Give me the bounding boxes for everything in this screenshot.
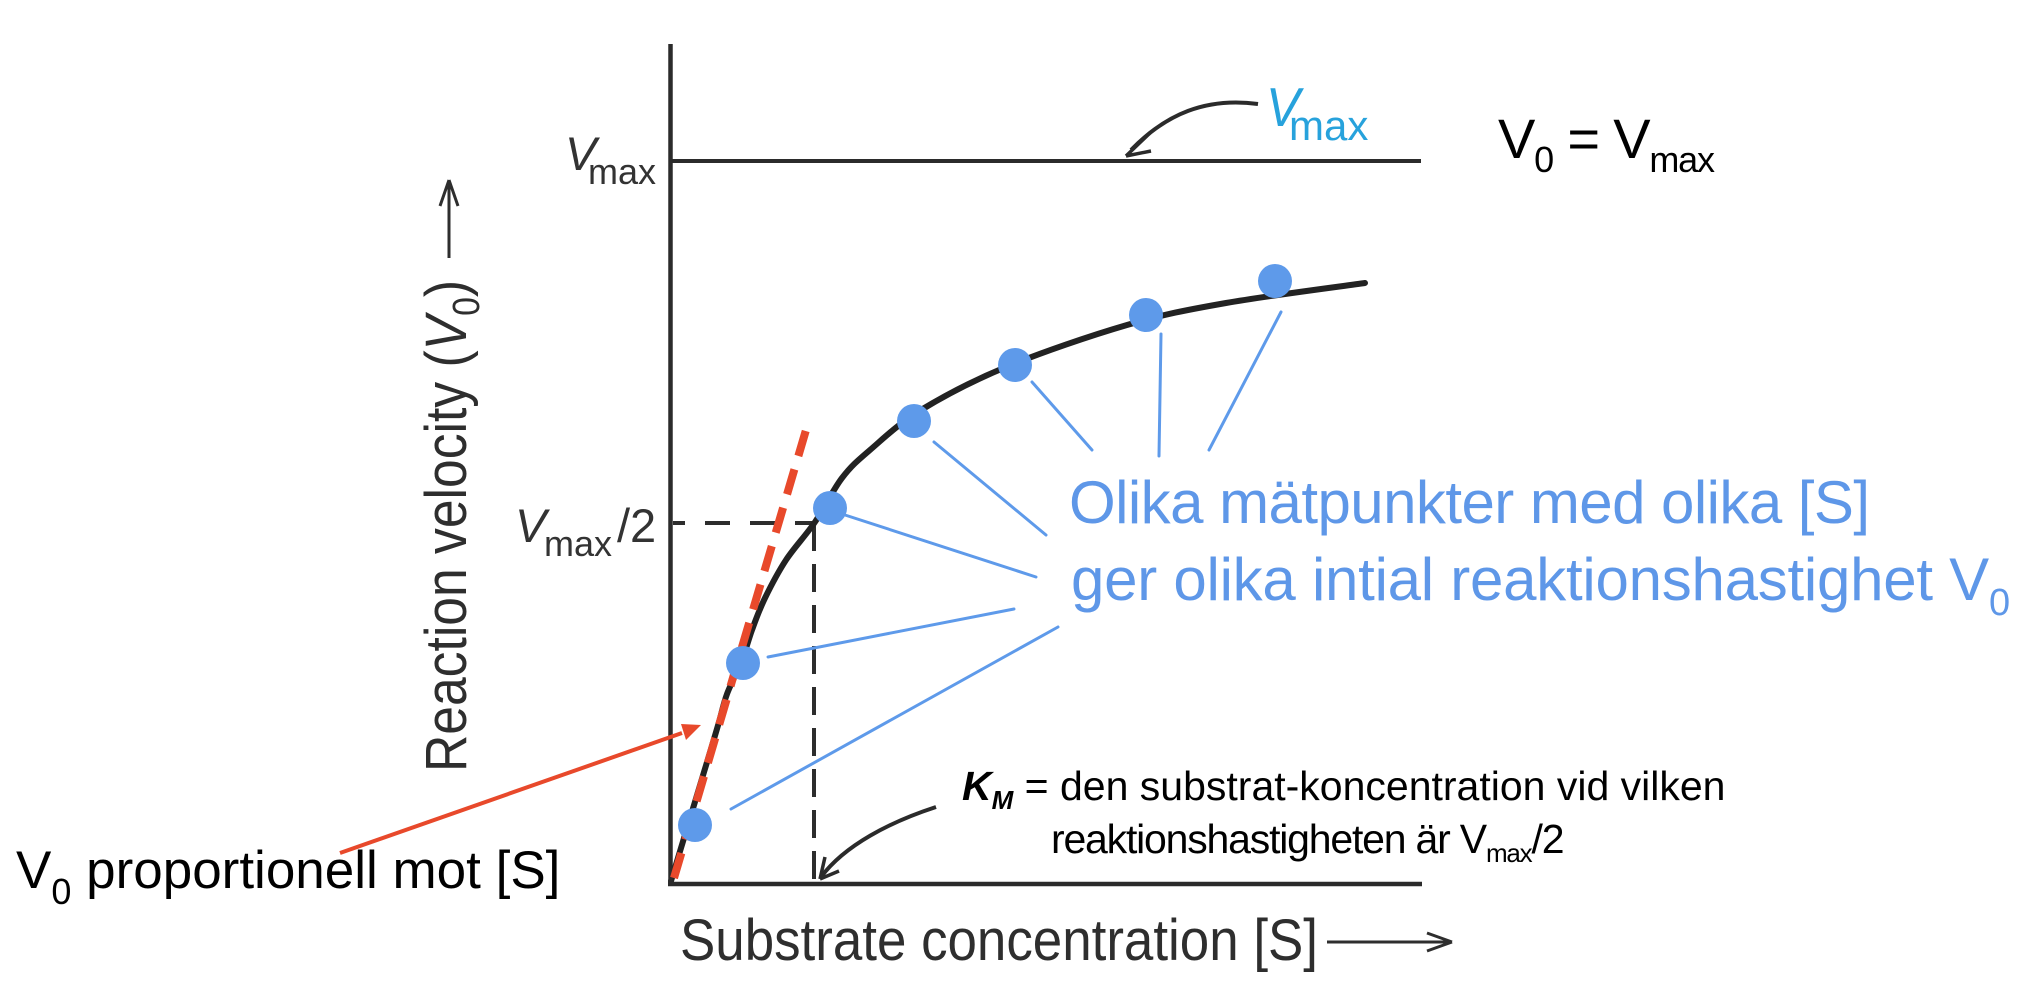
svg-text:ger olika intial reaktionshast: ger olika intial reaktionshastighet V0 — [1071, 546, 2010, 624]
svg-text:max: max — [544, 523, 612, 564]
svg-text:KM = den substrat-koncentratio: KM = den substrat-koncentration vid vilk… — [962, 763, 1725, 815]
svg-text:max: max — [588, 151, 656, 192]
svg-text:reaktionshastigheten är Vmax/2: reaktionshastigheten är Vmax/2 — [1051, 816, 1563, 868]
svg-text:/2: /2 — [617, 499, 656, 552]
svg-text:Olika mätpunkter med olika [S]: Olika mätpunkter med olika [S] — [1069, 469, 1870, 536]
svg-text:V0 proportionell mot [S]: V0 proportionell mot [S] — [16, 841, 560, 912]
svg-text:V: V — [515, 499, 550, 552]
svg-text:V: V — [1266, 76, 1304, 138]
svg-text:V0 = Vmax: V0 = Vmax — [1498, 107, 1715, 180]
svg-text:Reaction velocity (V0): Reaction velocity (V0) — [413, 280, 487, 772]
svg-text:V: V — [565, 127, 600, 180]
svg-text:Substrate concentration [S]: Substrate concentration [S] — [680, 908, 1318, 973]
svg-text:max: max — [1289, 102, 1368, 149]
